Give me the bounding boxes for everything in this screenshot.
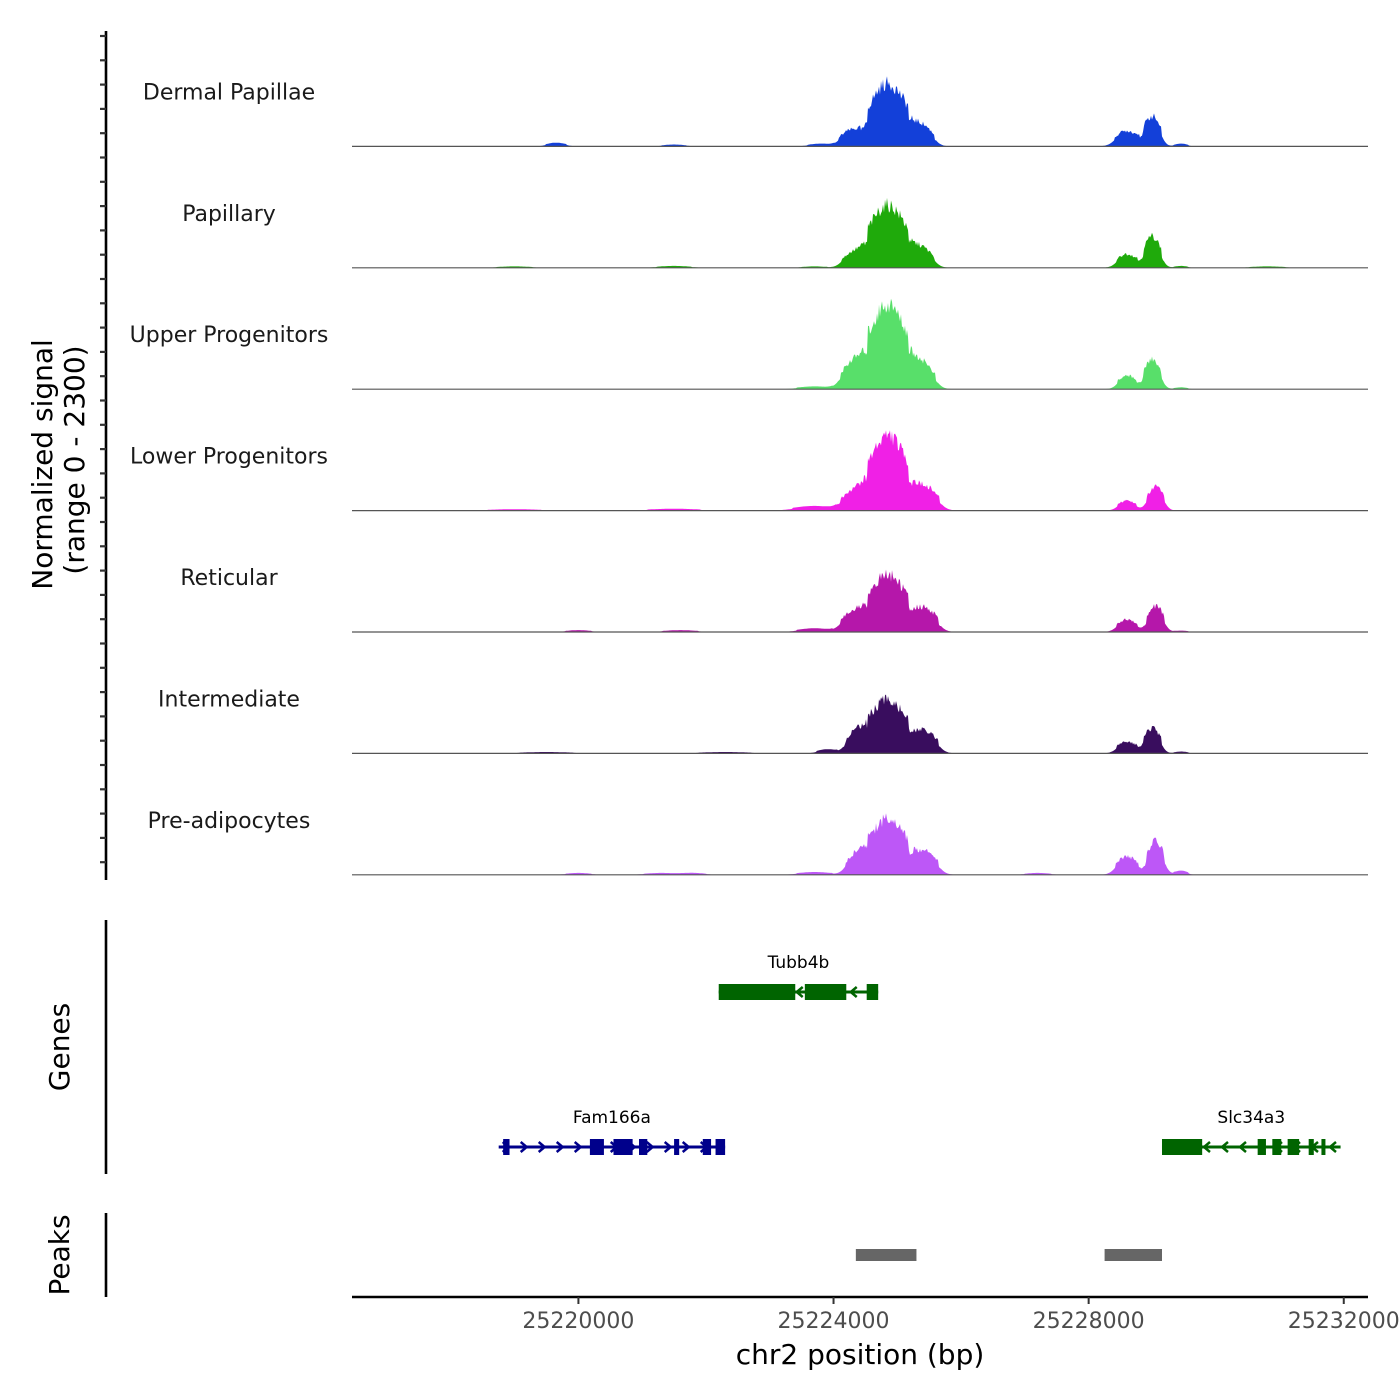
peak-region: [855, 1249, 917, 1261]
gene-exon: [702, 1139, 712, 1155]
track-label: Papillary: [182, 202, 276, 227]
coverage-area: [352, 298, 1368, 390]
gene-exon: [1308, 1139, 1314, 1155]
x-tick-label: 25228000: [1033, 1309, 1145, 1334]
strand-arrow-icon: [519, 1141, 529, 1153]
strand-arrow-icon: [663, 1141, 673, 1153]
coverage-area: [352, 76, 1368, 147]
coverage-area: [352, 694, 1368, 754]
strand-arrow-icon: [645, 1141, 655, 1153]
gene-exon: [1257, 1139, 1266, 1155]
coverage-area: [352, 813, 1368, 875]
track-papillary: Papillary: [182, 197, 1368, 269]
gene-exon: [718, 984, 796, 1000]
gene-exon: [613, 1139, 633, 1155]
track-label: Lower Progenitors: [130, 445, 328, 470]
gene-fam166a: Fam166a: [498, 1108, 726, 1155]
track-dermal-papillae: Dermal Papillae: [143, 76, 1368, 147]
track-pre-adipocytes: Pre-adipocytes: [148, 809, 1368, 876]
track-reticular: Reticular: [180, 566, 1368, 633]
x-tick-label: 25232000: [1288, 1309, 1400, 1334]
strand-arrow-icon: [681, 1141, 691, 1153]
gene-exon: [804, 984, 847, 1000]
x-axis-label: chr2 position (bp): [736, 1338, 985, 1371]
gene-annotations: Tubb4b Fam166a Slc34a3: [498, 953, 1341, 1155]
coverage-y-ticks: [100, 34, 106, 864]
gene-exon: [503, 1139, 510, 1155]
coverage-area: [352, 430, 1368, 511]
track-upper-progenitors: Upper Progenitors: [130, 298, 1368, 390]
coverage-y-axis-label-line1: Normalized signal: [26, 339, 59, 590]
gene-slc34a3: Slc34a3: [1161, 1108, 1341, 1155]
track-label: Intermediate: [158, 687, 300, 712]
coverage-y-axis-label: Normalized signal (range 0 - 2300): [26, 330, 91, 589]
gene-exon: [1272, 1139, 1282, 1155]
x-tick-label: 25224000: [778, 1309, 890, 1334]
strand-arrow-icon: [1328, 1141, 1337, 1153]
gene-label: Tubb4b: [767, 953, 830, 973]
gene-label: Fam166a: [573, 1108, 651, 1128]
strand-arrow-icon: [555, 1141, 565, 1153]
strand-arrow-icon: [794, 986, 804, 998]
coverage-tracks: Dermal Papillae Papillary Upper Progenitor…: [130, 76, 1368, 876]
gene-exon: [639, 1139, 648, 1155]
coverage-y-axis-label-line2: (range 0 - 2300): [58, 345, 91, 574]
gene-tubb4b: Tubb4b: [718, 953, 879, 1000]
strand-arrow-icon: [1220, 1141, 1229, 1153]
strand-arrow-icon: [848, 986, 858, 998]
coverage-area: [352, 197, 1368, 268]
gene-label: Slc34a3: [1217, 1108, 1285, 1128]
gene-exon: [589, 1139, 604, 1155]
track-label: Pre-adipocytes: [148, 809, 311, 834]
track-label: Upper Progenitors: [130, 323, 329, 348]
strand-arrow-icon: [537, 1141, 547, 1153]
track-label: Reticular: [180, 566, 278, 591]
x-tick-label: 25220000: [522, 1309, 634, 1334]
gene-exon: [866, 984, 879, 1000]
gene-exon: [1161, 1139, 1203, 1155]
strand-arrow-icon: [1238, 1141, 1247, 1153]
gene-exon: [1287, 1139, 1300, 1155]
gene-exon: [715, 1139, 726, 1155]
coverage-area: [352, 569, 1368, 632]
peaks-panel-label: Peaks: [43, 1214, 76, 1295]
track-label: Dermal Papillae: [143, 80, 315, 105]
gene-exon: [674, 1139, 680, 1155]
gene-exon: [1321, 1139, 1326, 1155]
genes-panel-label: Genes: [43, 1003, 76, 1091]
strand-arrow-icon: [573, 1141, 583, 1153]
x-axis-ticks: 25220000 25224000 25228000 25232000: [522, 1297, 1400, 1334]
track-intermediate: Intermediate: [158, 687, 1368, 755]
peak-region: [1104, 1249, 1162, 1261]
track-lower-progenitors: Lower Progenitors: [130, 430, 1368, 512]
strand-arrow-icon: [1202, 1141, 1211, 1153]
peak-regions: [855, 1249, 1162, 1261]
